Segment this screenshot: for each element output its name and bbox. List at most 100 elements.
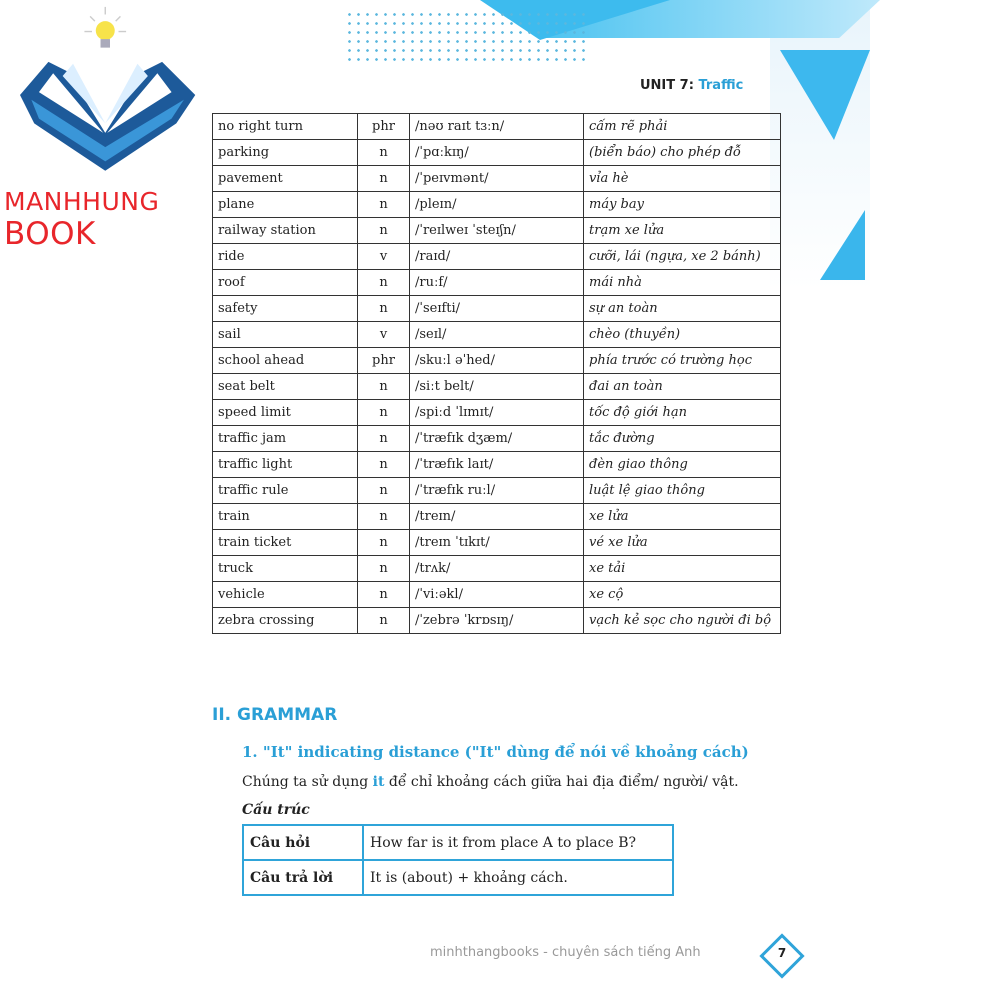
pronunciation-cell: /seɪl/: [409, 321, 584, 348]
word-cell: ride: [212, 243, 358, 270]
word-cell: train: [212, 503, 358, 530]
cell: Câu hỏi: [242, 824, 364, 861]
pronunciation-cell: /pleɪn/: [409, 191, 584, 218]
meaning-cell: xe lửa: [583, 503, 781, 530]
pronunciation-cell: /ˈzebrə ˈkrɒsɪŋ/: [409, 607, 584, 634]
pronunciation-cell: /spiːd ˈlɪmɪt/: [409, 399, 584, 426]
word-cell: sail: [212, 321, 358, 348]
pronunciation-cell: /siːt belt/: [409, 373, 584, 400]
table-row: Câu trả lời It is (about) + khoảng cách.: [242, 859, 674, 896]
footer-text: minhthangbooks - chuyên sách tiếng Anh: [430, 945, 701, 960]
cell: How far is it from place A to place B?: [362, 824, 674, 861]
word-cell: school ahead: [212, 347, 358, 374]
word-cell: speed limit: [212, 399, 358, 426]
table-row: seat belt n/siːt belt/đai an toàn: [212, 373, 781, 400]
table-row: zebra crossing n/ˈzebrə ˈkrɒsɪŋ/vạch kẻ s…: [212, 607, 781, 634]
table-row: traffic rule n/ˈtræfɪk ruːl/luật lệ giao …: [212, 477, 781, 504]
meaning-cell: vạch kẻ sọc cho người đi bộ: [583, 607, 781, 634]
meaning-cell: cưỡi, lái (ngựa, xe 2 bánh): [583, 243, 781, 270]
meaning-cell: phía trước có trường học: [583, 347, 781, 374]
part-of-speech-cell: n: [357, 139, 410, 166]
pronunciation-cell: /raɪd/: [409, 243, 584, 270]
page-number: 7: [777, 946, 787, 960]
word-cell: zebra crossing: [212, 607, 358, 634]
meaning-cell: cấm rẽ phải: [583, 113, 781, 140]
meaning-cell: mái nhà: [583, 269, 781, 296]
word-cell: traffic light: [212, 451, 358, 478]
vocabulary-table: no right turn phr/nəʊ raɪt tɜːn/cấm rẽ ph…: [212, 113, 781, 634]
word-cell: vehicle: [212, 581, 358, 608]
word-cell: plane: [212, 191, 358, 218]
word-cell: truck: [212, 555, 358, 582]
meaning-cell: xe tải: [583, 555, 781, 582]
pronunciation-cell: /ˈreɪlweɪ ˈsteɪʃn/: [409, 217, 584, 244]
part-of-speech-cell: n: [357, 581, 410, 608]
part-of-speech-cell: phr: [357, 347, 410, 374]
meaning-cell: trạm xe lửa: [583, 217, 781, 244]
table-row: pavement n/ˈpeɪvmənt/vỉa hè: [212, 165, 781, 192]
table-row: safety n/ˈseɪfti/sự an toàn: [212, 295, 781, 322]
table-row: vehicle n/ˈviːəkl/xe cộ: [212, 581, 781, 608]
meaning-cell: vỉa hè: [583, 165, 781, 192]
word-cell: train ticket: [212, 529, 358, 556]
word-cell: seat belt: [212, 373, 358, 400]
cell: Câu trả lời: [242, 859, 364, 896]
pronunciation-cell: /treɪn/: [409, 503, 584, 530]
part-of-speech-cell: n: [357, 165, 410, 192]
grammar-description: Chúng ta sử dụng it để chỉ khoảng cách g…: [242, 774, 739, 790]
part-of-speech-cell: n: [357, 373, 410, 400]
part-of-speech-cell: n: [357, 555, 410, 582]
cell: It is (about) + khoảng cách.: [362, 859, 674, 896]
meaning-cell: đai an toàn: [583, 373, 781, 400]
table-row: no right turn phr/nəʊ raɪt tɜːn/cấm rẽ ph…: [212, 113, 781, 140]
part-of-speech-cell: n: [357, 269, 410, 296]
grammar-subheading: 1. "It" indicating distance ("It" dùng đ…: [242, 743, 749, 761]
pronunciation-cell: /skuːl əˈhed/: [409, 347, 584, 374]
table-row: railway station n/ˈreɪlweɪ ˈsteɪʃn/trạm x…: [212, 217, 781, 244]
word-cell: no right turn: [212, 113, 358, 140]
meaning-cell: luật lệ giao thông: [583, 477, 781, 504]
table-row: plane n/pleɪn/máy bay: [212, 191, 781, 218]
unit-title: UNIT 7: Traffic: [640, 78, 744, 93]
book-logo-icon: [20, 6, 196, 171]
part-of-speech-cell: phr: [357, 113, 410, 140]
part-of-speech-cell: n: [357, 295, 410, 322]
part-of-speech-cell: v: [357, 243, 410, 270]
part-of-speech-cell: n: [357, 191, 410, 218]
table-row: truck n/trʌk/xe tải: [212, 555, 781, 582]
word-cell: parking: [212, 139, 358, 166]
word-cell: pavement: [212, 165, 358, 192]
meaning-cell: chèo (thuyền): [583, 321, 781, 348]
pronunciation-cell: /treɪn ˈtɪkɪt/: [409, 529, 584, 556]
table-row: train n/treɪn/xe lửa: [212, 503, 781, 530]
pronunciation-cell: /ruːf/: [409, 269, 584, 296]
meaning-cell: vé xe lửa: [583, 529, 781, 556]
part-of-speech-cell: n: [357, 399, 410, 426]
meaning-cell: sự an toàn: [583, 295, 781, 322]
pronunciation-cell: /ˈtræfɪk dʒæm/: [409, 425, 584, 452]
part-of-speech-cell: n: [357, 503, 410, 530]
table-row: Câu hỏi How far is it from place A to pla…: [242, 824, 674, 861]
table-row: parking n/ˈpɑːkɪŋ/(biển báo) cho phép đỗ: [212, 139, 781, 166]
grammar-heading: II. GRAMMAR: [212, 705, 338, 725]
decor-dots: [345, 10, 585, 65]
table-row: traffic light n/ˈtræfɪk laɪt/đèn giao thô…: [212, 451, 781, 478]
word-cell: traffic rule: [212, 477, 358, 504]
structure-table: Câu hỏi How far is it from place A to pla…: [242, 824, 674, 896]
part-of-speech-cell: n: [357, 451, 410, 478]
part-of-speech-cell: n: [357, 529, 410, 556]
word-cell: railway station: [212, 217, 358, 244]
pronunciation-cell: /ˈtræfɪk ruːl/: [409, 477, 584, 504]
meaning-cell: tốc độ giới hạn: [583, 399, 781, 426]
pronunciation-cell: /trʌk/: [409, 555, 584, 582]
table-row: sail v/seɪl/chèo (thuyền): [212, 321, 781, 348]
table-row: roof n/ruːf/mái nhà: [212, 269, 781, 296]
part-of-speech-cell: n: [357, 607, 410, 634]
meaning-cell: tắc đường: [583, 425, 781, 452]
word-cell: traffic jam: [212, 425, 358, 452]
meaning-cell: (biển báo) cho phép đỗ: [583, 139, 781, 166]
meaning-cell: đèn giao thông: [583, 451, 781, 478]
watermark-brand: MANHHUNG BOOK: [4, 187, 160, 252]
pronunciation-cell: /ˈtræfɪk laɪt/: [409, 451, 584, 478]
part-of-speech-cell: n: [357, 477, 410, 504]
